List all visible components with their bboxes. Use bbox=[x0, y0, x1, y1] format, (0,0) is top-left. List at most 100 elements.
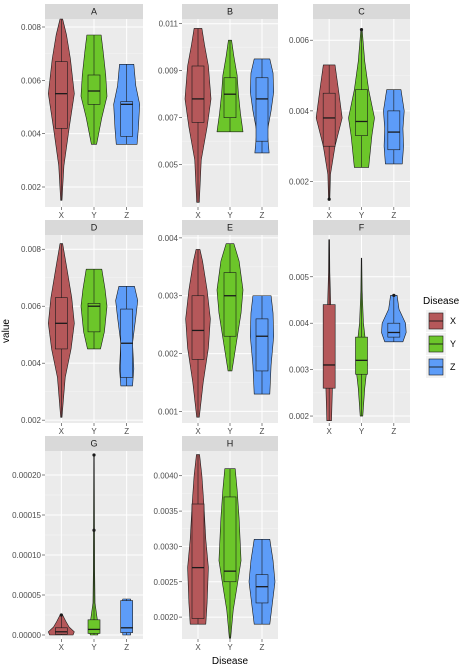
series-y bbox=[80, 268, 108, 350]
facet-strip-label: A bbox=[91, 7, 97, 17]
x-axis-title: Disease bbox=[212, 656, 249, 667]
y-tick-label: 0.00020 bbox=[12, 471, 41, 480]
boxplot-box bbox=[87, 74, 101, 105]
series-x bbox=[187, 454, 209, 625]
boxplot-box bbox=[355, 89, 368, 136]
facet-strip bbox=[45, 436, 143, 451]
facet-strip bbox=[182, 4, 278, 19]
y-tick-label: 0.004 bbox=[158, 234, 179, 243]
facet-panel-d: D 0.002 0.004 0.006 0.008 X Y Z bbox=[21, 220, 143, 436]
x-tick-label: Y bbox=[227, 643, 233, 652]
x-tick-label: X bbox=[195, 211, 201, 220]
series-z bbox=[383, 89, 405, 165]
facet-panel-h: H 0.0020 0.0025 0.0030 0.0035 0.0040 X Y Z bbox=[154, 436, 278, 652]
y-tick-label: 0.0025 bbox=[154, 578, 179, 587]
boxplot-box bbox=[387, 322, 401, 338]
y-tick-label: 0.003 bbox=[289, 366, 310, 375]
y-tick-label: 0.002 bbox=[158, 350, 179, 359]
y-tick-label: 0.001 bbox=[158, 407, 179, 416]
outlier-point bbox=[392, 293, 396, 297]
series-x bbox=[322, 239, 336, 421]
boxplot-box bbox=[255, 318, 269, 372]
x-tick-label: Y bbox=[227, 211, 233, 220]
y-tick-label: 0.00005 bbox=[12, 591, 41, 600]
x-tick-label: Z bbox=[260, 427, 265, 436]
facet-strip-label: F bbox=[359, 223, 365, 233]
series-y bbox=[87, 453, 101, 636]
y-tick-label: 0.011 bbox=[159, 20, 179, 29]
y-tick-label: 0.008 bbox=[21, 23, 42, 32]
y-tick-label: 0.0030 bbox=[154, 542, 179, 551]
legend-title: Disease bbox=[423, 296, 460, 307]
boxplot-box bbox=[87, 619, 101, 634]
x-tick-label: X bbox=[326, 211, 332, 220]
y-tick-label: 0.005 bbox=[158, 161, 179, 170]
facet-strip bbox=[313, 4, 410, 19]
y-tick-label: 0.00015 bbox=[12, 511, 41, 520]
x-tick-label: Z bbox=[124, 211, 129, 220]
x-tick-label: Y bbox=[91, 211, 97, 220]
legend-label: X bbox=[450, 316, 456, 326]
boxplot-box bbox=[120, 600, 133, 633]
series-y bbox=[216, 39, 244, 133]
legend-key-y: Y bbox=[426, 333, 456, 355]
boxplot-box bbox=[191, 295, 205, 360]
series-y bbox=[355, 257, 368, 417]
y-tick-label: 0.00010 bbox=[12, 551, 41, 560]
series-x bbox=[315, 64, 343, 201]
legend: Disease X Y Z bbox=[423, 296, 460, 378]
y-axis-title: value bbox=[1, 319, 12, 343]
boxplot-box bbox=[191, 65, 205, 123]
x-tick-label: Y bbox=[359, 427, 365, 436]
facet-strip-label: C bbox=[358, 7, 365, 17]
outlier-point bbox=[59, 613, 63, 617]
y-tick-label: 0.003 bbox=[158, 292, 179, 301]
series-x bbox=[185, 249, 211, 418]
y-tick-label: 0.0020 bbox=[154, 613, 179, 622]
x-tick-label: Z bbox=[124, 643, 129, 652]
y-tick-label: 0.004 bbox=[289, 107, 310, 116]
series-z bbox=[115, 285, 139, 387]
y-tick-label: 0.002 bbox=[289, 178, 310, 187]
y-tick-label: 0.006 bbox=[21, 76, 42, 85]
outlier-point bbox=[92, 528, 96, 532]
boxplot-box bbox=[191, 503, 205, 619]
facet-panels: A 0.002 0.004 0.006 0.008 X Y Z B 0.005 0.007 0.009… bbox=[12, 4, 410, 652]
boxplot-box bbox=[223, 272, 237, 337]
boxplot-box bbox=[355, 336, 368, 375]
boxplot-box bbox=[255, 574, 269, 604]
boxplot-box bbox=[120, 101, 133, 137]
series-y bbox=[218, 468, 242, 639]
x-tick-label: X bbox=[59, 427, 65, 436]
y-tick-label: 0.004 bbox=[21, 359, 42, 368]
y-tick-label: 0.002 bbox=[21, 183, 42, 192]
series-y bbox=[348, 28, 375, 168]
series-z bbox=[113, 64, 140, 145]
facet-strip bbox=[182, 436, 278, 451]
boxplot-box bbox=[322, 304, 336, 389]
outlier-point bbox=[327, 197, 331, 201]
facet-strip-label: D bbox=[91, 223, 98, 233]
y-tick-label: 0.009 bbox=[158, 67, 179, 76]
x-tick-label: X bbox=[195, 427, 201, 436]
y-tick-label: 0.007 bbox=[158, 114, 179, 123]
x-tick-label: Y bbox=[91, 427, 97, 436]
legend-key-z: Z bbox=[426, 356, 456, 378]
x-tick-label: Z bbox=[391, 427, 396, 436]
series-z bbox=[250, 58, 274, 154]
y-tick-label: 0.004 bbox=[289, 319, 310, 328]
x-tick-label: X bbox=[326, 427, 332, 436]
facet-panel-a: A 0.002 0.004 0.006 0.008 X Y Z bbox=[21, 4, 143, 220]
facet-strip bbox=[45, 4, 143, 19]
series-x bbox=[48, 18, 75, 201]
x-tick-label: X bbox=[195, 643, 201, 652]
facet-strip-label: H bbox=[227, 439, 234, 449]
y-tick-label: 0.0035 bbox=[154, 507, 179, 516]
facet-strip-label: B bbox=[227, 7, 233, 17]
boxplot-box bbox=[387, 110, 401, 151]
x-tick-label: X bbox=[59, 211, 65, 220]
series-z bbox=[120, 598, 133, 636]
x-tick-label: Z bbox=[260, 643, 265, 652]
x-tick-label: X bbox=[59, 643, 65, 652]
y-tick-label: 0.0040 bbox=[154, 472, 179, 481]
